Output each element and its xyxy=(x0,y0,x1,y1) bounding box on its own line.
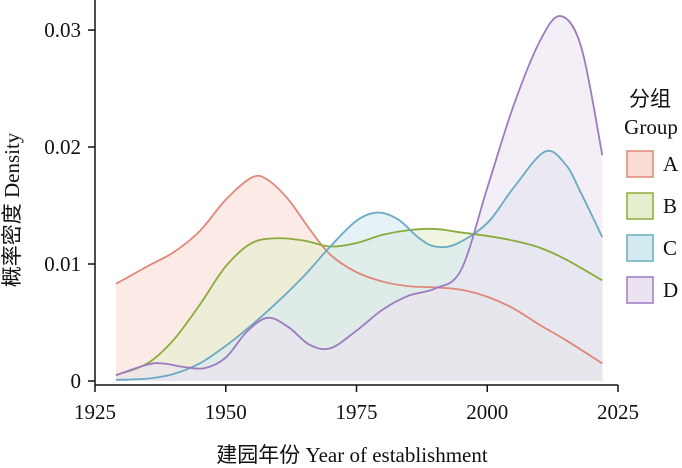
area-D xyxy=(115,15,603,381)
x-tick-label: 1950 xyxy=(205,400,247,424)
legend-label-C: C xyxy=(663,236,677,260)
legend-label-D: D xyxy=(663,278,678,302)
line-B xyxy=(115,227,603,376)
x-tick-label: 2025 xyxy=(597,400,639,424)
y-tick-label: 0.02 xyxy=(44,135,81,159)
y-tick-label: 0 xyxy=(71,369,82,393)
y-tick-label: 0.03 xyxy=(44,18,81,42)
x-tick-label: 1975 xyxy=(336,400,378,424)
legend-swatch-C xyxy=(626,234,654,262)
legend-title-en: Group xyxy=(624,115,678,139)
x-tick-label: 1925 xyxy=(74,400,116,424)
y-tick-label: 0.01 xyxy=(44,252,81,276)
legend-label-A: A xyxy=(663,152,679,176)
y-axis-label: 概率密度 Density xyxy=(0,132,24,287)
line-A xyxy=(115,174,603,365)
plot-lines xyxy=(115,15,604,381)
line-C xyxy=(115,149,604,381)
legend-label-B: B xyxy=(663,194,677,218)
y-ticks: 0 0.01 0.02 0.03 xyxy=(44,18,95,393)
legend-swatch-A xyxy=(626,150,654,178)
legend-swatch-D xyxy=(626,276,654,304)
x-axis-label: 建园年份 Year of establishment xyxy=(216,443,488,467)
plot-areas xyxy=(115,15,603,381)
line-D xyxy=(115,15,604,377)
legend-title-cn: 分组 xyxy=(629,87,671,111)
x-tick-label: 2000 xyxy=(466,400,508,424)
x-ticks: 1925 1950 1975 2000 2025 xyxy=(74,385,639,424)
legend-swatch-B xyxy=(626,192,654,220)
